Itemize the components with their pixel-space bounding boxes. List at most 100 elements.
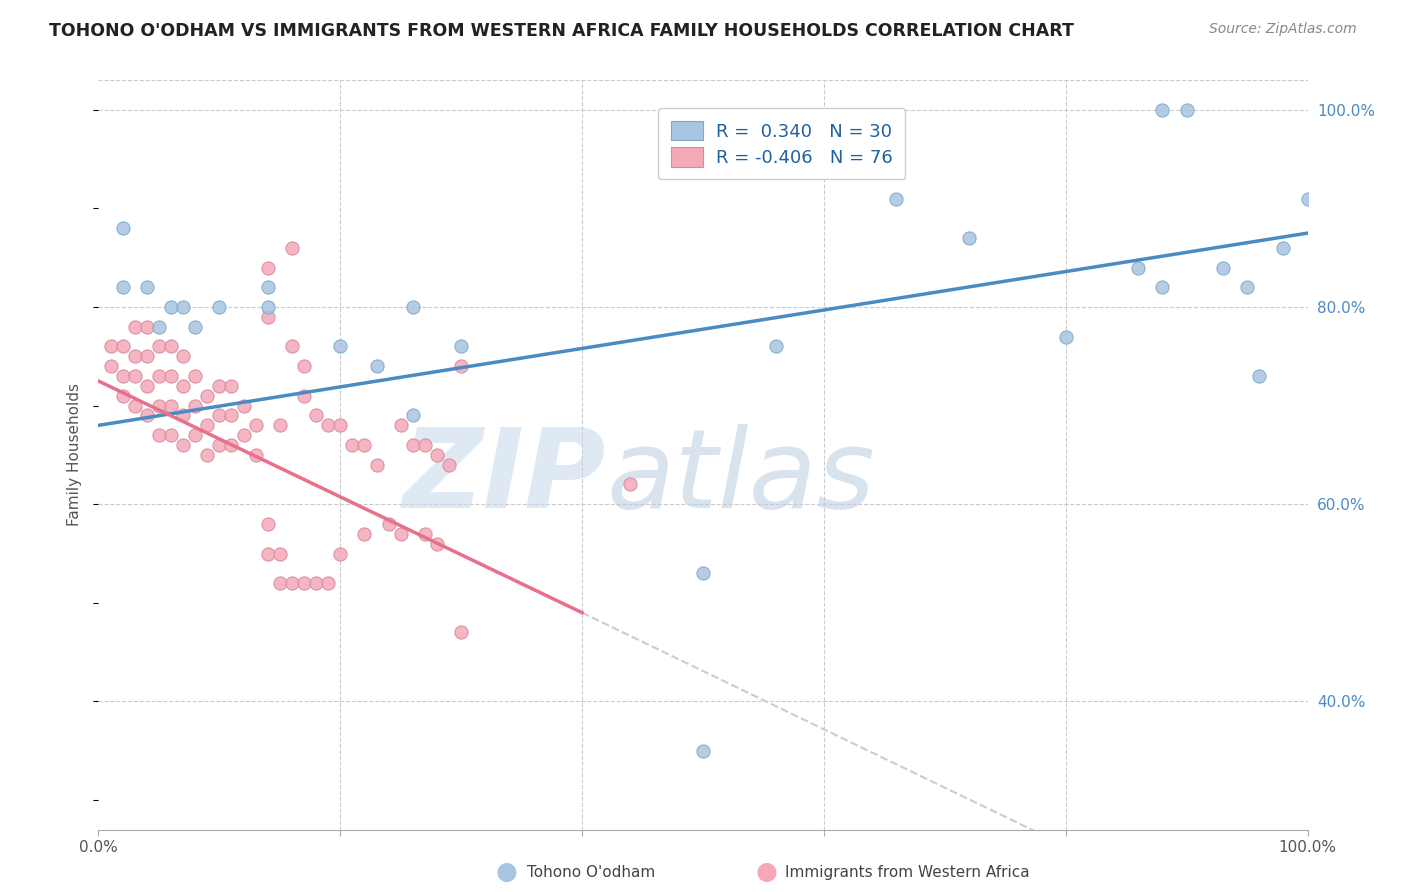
Point bbox=[245, 448, 267, 462]
Point bbox=[269, 576, 291, 591]
Point bbox=[366, 458, 388, 472]
Point bbox=[1152, 280, 1174, 294]
Point bbox=[305, 409, 328, 423]
Point bbox=[1128, 260, 1150, 275]
Point bbox=[1152, 103, 1174, 117]
Point bbox=[269, 418, 291, 433]
Point bbox=[148, 428, 170, 442]
Point bbox=[184, 369, 207, 384]
Point bbox=[377, 516, 399, 531]
Point bbox=[366, 359, 388, 374]
Point bbox=[184, 399, 207, 413]
Point bbox=[135, 349, 157, 363]
Point bbox=[256, 547, 278, 561]
Point bbox=[160, 300, 183, 314]
Point bbox=[172, 379, 194, 393]
Point bbox=[413, 438, 436, 452]
Point bbox=[221, 438, 243, 452]
Point bbox=[886, 192, 908, 206]
Point bbox=[316, 418, 339, 433]
Point bbox=[1212, 260, 1234, 275]
Point bbox=[692, 744, 714, 758]
Point bbox=[160, 369, 183, 384]
Legend: R =  0.340   N = 30, R = -0.406   N = 76: R = 0.340 N = 30, R = -0.406 N = 76 bbox=[658, 108, 905, 179]
Point bbox=[124, 349, 146, 363]
Point bbox=[208, 438, 231, 452]
Text: Tohono O'odham: Tohono O'odham bbox=[527, 865, 655, 880]
Point bbox=[208, 409, 231, 423]
Point bbox=[172, 438, 194, 452]
Point bbox=[292, 576, 315, 591]
Point bbox=[135, 319, 157, 334]
Point bbox=[221, 409, 243, 423]
Point bbox=[1236, 280, 1258, 294]
Point bbox=[256, 300, 278, 314]
Point bbox=[450, 359, 472, 374]
Point bbox=[426, 448, 449, 462]
Point bbox=[957, 231, 980, 245]
Point bbox=[402, 300, 425, 314]
Point bbox=[329, 339, 352, 353]
Point bbox=[232, 399, 254, 413]
Point bbox=[305, 576, 328, 591]
Point bbox=[413, 526, 436, 541]
Point bbox=[148, 369, 170, 384]
Point bbox=[402, 409, 425, 423]
Point bbox=[135, 379, 157, 393]
Point bbox=[316, 576, 339, 591]
Point bbox=[221, 379, 243, 393]
Point bbox=[111, 389, 134, 403]
Point bbox=[619, 477, 641, 491]
Text: atlas: atlas bbox=[606, 424, 875, 531]
Point bbox=[329, 547, 352, 561]
Point bbox=[256, 260, 278, 275]
Point bbox=[195, 418, 218, 433]
Text: ZIP: ZIP bbox=[402, 424, 606, 531]
Point bbox=[256, 280, 278, 294]
Point bbox=[692, 566, 714, 581]
Point bbox=[1296, 192, 1319, 206]
Point bbox=[100, 359, 122, 374]
Point bbox=[1175, 103, 1198, 117]
Point bbox=[135, 280, 157, 294]
Point bbox=[437, 458, 460, 472]
Point bbox=[353, 526, 375, 541]
Point bbox=[111, 369, 134, 384]
Point bbox=[124, 399, 146, 413]
Point bbox=[450, 625, 472, 640]
Point bbox=[281, 576, 304, 591]
Point bbox=[1054, 329, 1077, 343]
Point bbox=[389, 418, 412, 433]
Point bbox=[245, 418, 267, 433]
Point bbox=[172, 409, 194, 423]
Point bbox=[135, 409, 157, 423]
Point bbox=[160, 339, 183, 353]
Point bbox=[353, 438, 375, 452]
Point bbox=[195, 389, 218, 403]
Point bbox=[232, 428, 254, 442]
Point bbox=[124, 369, 146, 384]
Point bbox=[172, 349, 194, 363]
Point bbox=[148, 319, 170, 334]
Point bbox=[342, 438, 364, 452]
Point bbox=[184, 319, 207, 334]
Text: ●: ● bbox=[755, 861, 778, 884]
Point bbox=[292, 359, 315, 374]
Point bbox=[160, 399, 183, 413]
Point bbox=[281, 339, 304, 353]
Point bbox=[1272, 241, 1295, 255]
Point bbox=[148, 339, 170, 353]
Point bbox=[256, 516, 278, 531]
Point bbox=[269, 547, 291, 561]
Point bbox=[124, 319, 146, 334]
Point bbox=[148, 399, 170, 413]
Point bbox=[1249, 369, 1271, 384]
Point bbox=[389, 526, 412, 541]
Point bbox=[208, 379, 231, 393]
Point bbox=[292, 389, 315, 403]
Point bbox=[426, 536, 449, 550]
Point bbox=[172, 300, 194, 314]
Text: TOHONO O'ODHAM VS IMMIGRANTS FROM WESTERN AFRICA FAMILY HOUSEHOLDS CORRELATION C: TOHONO O'ODHAM VS IMMIGRANTS FROM WESTER… bbox=[49, 22, 1074, 40]
Point bbox=[765, 339, 787, 353]
Point bbox=[281, 241, 304, 255]
